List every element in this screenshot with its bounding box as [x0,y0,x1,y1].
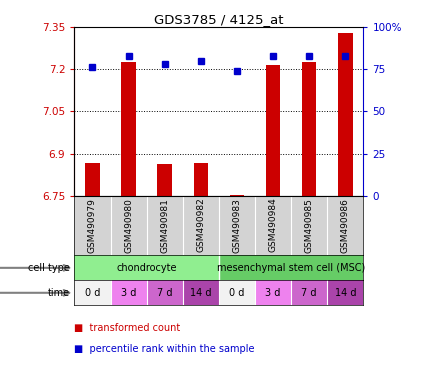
Text: 0 d: 0 d [229,288,245,298]
Bar [74,255,219,280]
Bar [302,62,316,196]
Text: GSM490985: GSM490985 [305,198,314,253]
Text: ■  transformed count: ■ transformed count [74,323,181,333]
Bar [338,33,352,196]
Text: 3 d: 3 d [265,288,281,298]
Text: 14 d: 14 d [334,288,356,298]
Text: 7 d: 7 d [157,288,173,298]
Text: GSM490982: GSM490982 [196,198,205,252]
Bar [230,195,244,196]
Text: ■  percentile rank within the sample: ■ percentile rank within the sample [74,344,255,354]
Text: 0 d: 0 d [85,288,100,298]
Bar [291,280,327,305]
Bar [74,280,110,305]
Text: chondrocyte: chondrocyte [116,263,177,273]
Bar [85,164,99,196]
Text: GSM490979: GSM490979 [88,198,97,253]
Bar [266,65,280,196]
Text: 14 d: 14 d [190,288,212,298]
Text: time: time [48,288,70,298]
Text: cell type: cell type [28,263,70,273]
Text: GSM490984: GSM490984 [269,198,278,252]
Bar [122,62,136,196]
Bar [255,280,291,305]
Bar [183,280,219,305]
Bar [157,164,172,196]
Text: 3 d: 3 d [121,288,136,298]
Bar [147,280,183,305]
Bar [110,280,147,305]
Bar [219,255,363,280]
Bar [327,280,363,305]
Text: GSM490981: GSM490981 [160,198,169,253]
Bar [219,280,255,305]
Text: mesenchymal stem cell (MSC): mesenchymal stem cell (MSC) [217,263,365,273]
Bar [193,164,208,196]
Text: GSM490983: GSM490983 [232,198,241,253]
Text: 7 d: 7 d [301,288,317,298]
Text: GSM490986: GSM490986 [341,198,350,253]
Title: GDS3785 / 4125_at: GDS3785 / 4125_at [154,13,283,26]
Text: GSM490980: GSM490980 [124,198,133,253]
